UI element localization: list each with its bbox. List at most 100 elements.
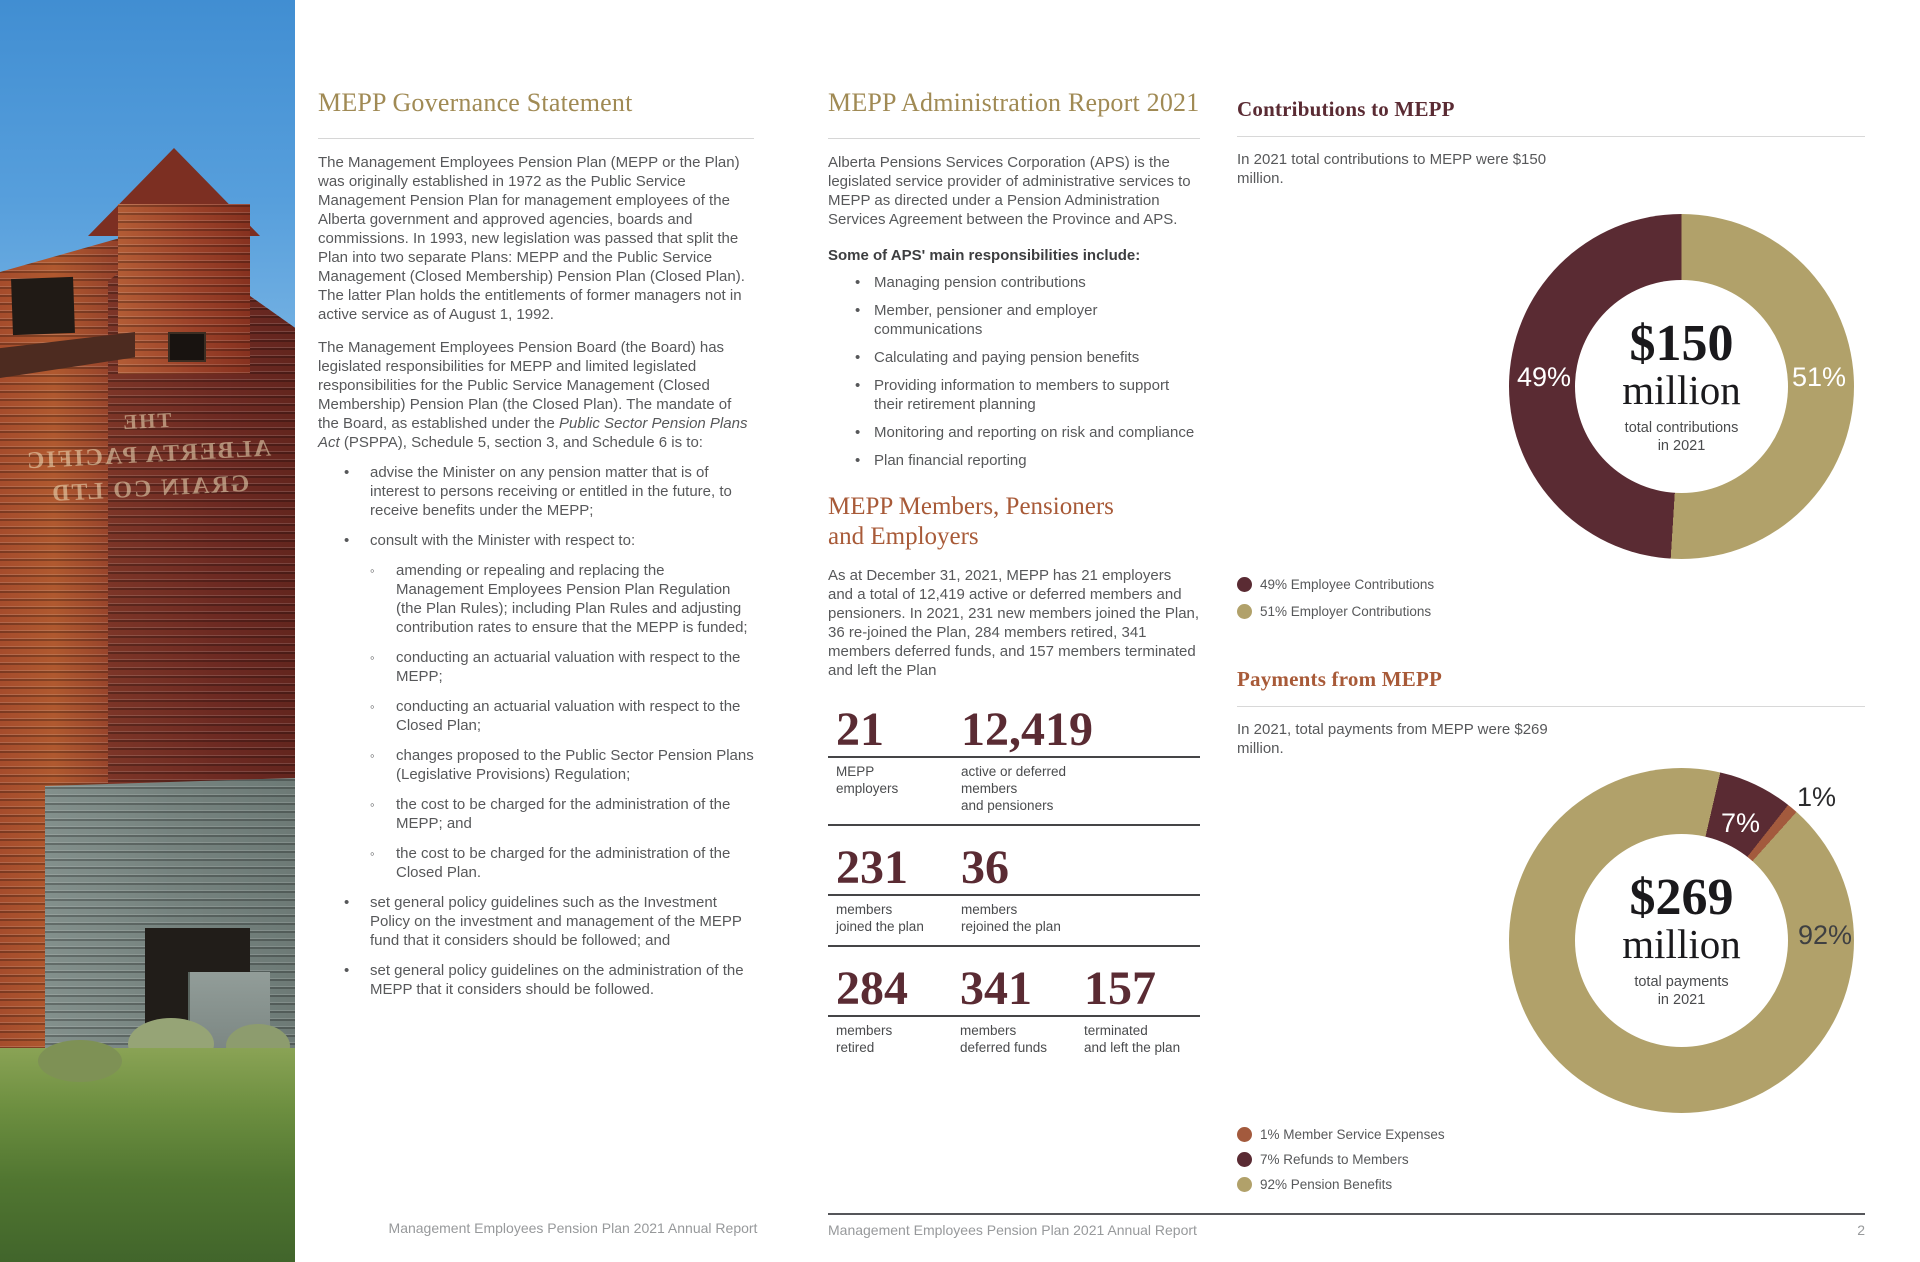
bullet-text: the cost to be charged for the administr… xyxy=(396,796,731,832)
circle-bullet-icon: ◦ xyxy=(370,563,375,578)
bullet-icon: • xyxy=(855,302,861,319)
aps-responsibilities-subheading: Some of APS' main responsibilities inclu… xyxy=(828,247,1141,264)
aps-bullet: • Member, pensioner and employer communic… xyxy=(828,301,1200,339)
refunds-to-members-swatch xyxy=(1237,1152,1252,1167)
stat-value: 341 xyxy=(960,962,1032,1015)
governance-bullet: • set general policy guidelines on the ad… xyxy=(318,961,754,999)
bullet-icon: • xyxy=(344,894,350,911)
legend-item: 51% Employer Contributions xyxy=(1237,598,1865,625)
stat-value: 21 xyxy=(836,703,884,756)
legend-label: 49% Employee Contributions xyxy=(1260,577,1435,592)
bullet-text: Managing pension contributions xyxy=(874,274,1086,291)
stat-label: members joined the plan xyxy=(836,902,924,934)
aps-bullet: • Calculating and paying pension benefits xyxy=(828,348,1200,367)
payments-intro: In 2021, total payments from MEPP were $… xyxy=(1237,721,1548,757)
bullet-text: Calculating and paying pension benefits xyxy=(874,349,1140,366)
bullet-text: conducting an actuarial valuation with r… xyxy=(396,698,741,734)
members-title-line2: and Employers xyxy=(828,523,979,550)
employee-slice-label: 49% xyxy=(1517,362,1572,392)
stat-label: members rejoined the plan xyxy=(961,902,1061,934)
grass xyxy=(0,1048,295,1262)
legend-item: 49% Employee Contributions xyxy=(1237,571,1865,598)
governance-title: MEPP Governance Statement xyxy=(318,88,754,139)
stats-row: 284 341 157 members retired members defe… xyxy=(828,963,1200,1066)
grain-elevator-photo: THE ALBERTA PACIFIC GRAIN CO LTD xyxy=(0,0,295,1262)
contributions-total-value: $150 xyxy=(1629,314,1734,372)
footer-right-text: Management Employees Pension Plan 2021 A… xyxy=(828,1222,1197,1238)
stat-value: 231 xyxy=(836,841,908,894)
bullet-text: Monitoring and reporting on risk and com… xyxy=(874,424,1195,441)
stat-label: MEPP employers xyxy=(836,764,899,796)
membership-stats: 21 12,419 MEPP employers active or defer… xyxy=(828,704,1200,1066)
stat-value: 157 xyxy=(1084,962,1156,1015)
bullet-text: Member, pensioner and employer communica… xyxy=(874,302,1098,338)
governance-bullet: • consult with the Minister with respect … xyxy=(318,531,754,550)
payments-total-value: $269 xyxy=(1629,868,1734,926)
bullet-icon: • xyxy=(855,452,861,469)
para2-text-end: (PSPPA), Schedule 5, section 3, and Sche… xyxy=(339,434,703,451)
legend-label: 7% Refunds to Members xyxy=(1260,1152,1409,1167)
bullet-icon: • xyxy=(855,377,861,394)
governance-paragraph-2: The Management Employees Pension Board (… xyxy=(318,338,754,452)
elevator-painted-lettering: THE ALBERTA PACIFIC GRAIN CO LTD xyxy=(6,397,291,514)
elevator-annex-wall xyxy=(0,238,120,1088)
contributions-total-unit: million xyxy=(1622,366,1741,413)
bullet-icon: • xyxy=(855,424,861,441)
payments-caption: total payments in 2021 xyxy=(1634,973,1729,1008)
circle-bullet-icon: ◦ xyxy=(370,846,375,861)
circle-bullet-icon: ◦ xyxy=(370,748,375,763)
governance-section: MEPP Governance Statement The Management… xyxy=(318,0,754,999)
stats-row: 231 36 members joined the plan members r… xyxy=(828,842,1200,947)
aps-bullet: • Monitoring and reporting on risk and co… xyxy=(828,423,1200,442)
governance-bullet: • advise the Minister on any pension matt… xyxy=(318,463,754,520)
stat-value: 36 xyxy=(961,841,1009,894)
administration-paragraph: Alberta Pensions Services Corporation (A… xyxy=(828,154,1191,228)
governance-sub-bullet: ◦ the cost to be charged for the administ… xyxy=(318,795,754,833)
footer-left-text: Management Employees Pension Plan 2021 A… xyxy=(388,1220,758,1236)
aps-bullet: • Managing pension contributions xyxy=(828,273,1200,292)
employer-contributions-swatch xyxy=(1237,604,1252,619)
bullet-text: set general policy guidelines on the adm… xyxy=(370,962,744,998)
governance-sub-bullet: ◦ amending or repealing and replacing the… xyxy=(318,561,754,637)
contributions-intro: In 2021 total contributions to MEPP were… xyxy=(1237,151,1547,187)
act-name-italic: Public Sector Pension Plans Act xyxy=(318,415,748,451)
pension-benefits-swatch xyxy=(1237,1177,1252,1192)
divider xyxy=(828,945,1200,947)
member-service-expenses-swatch xyxy=(1237,1127,1252,1142)
bullet-icon: • xyxy=(855,349,861,366)
divider xyxy=(828,894,1200,896)
employer-slice-label: 51% xyxy=(1791,362,1846,392)
employee-contributions-swatch xyxy=(1237,577,1252,592)
bullet-icon: • xyxy=(344,532,350,549)
contributions-donut-center: $150 million total contributions in 2021 xyxy=(1575,280,1788,493)
governance-sub-bullet: ◦ conducting an actuarial valuation with … xyxy=(318,697,754,735)
legend-item: 92% Pension Benefits xyxy=(1237,1172,1865,1197)
governance-sub-bullet: ◦ changes proposed to the Public Sector P… xyxy=(318,746,754,784)
para2-text: The Management Employees Pension Board (… xyxy=(318,339,732,432)
members-title-line1: MEPP Members, Pensioners xyxy=(828,493,1114,520)
bullet-text: Providing information to members to supp… xyxy=(874,377,1170,413)
contributions-legend: 49% Employee Contributions 51% Employer … xyxy=(1237,571,1865,625)
stat-label: active or deferred members and pensioner… xyxy=(961,764,1067,813)
page-footer: Management Employees Pension Plan 2021 A… xyxy=(828,1213,1865,1238)
stat-value: 284 xyxy=(836,962,908,1015)
charts-section: Contributions to MEPP In 2021 total cont… xyxy=(1237,0,1865,1197)
governance-sub-bullet: ◦ the cost to be charged for the administ… xyxy=(318,844,754,882)
payments-title: Payments from MEPP xyxy=(1237,667,1865,707)
bullet-text: the cost to be charged for the administr… xyxy=(396,845,731,881)
divider xyxy=(828,1015,1200,1017)
aps-bullet: • Providing information to members to sup… xyxy=(828,376,1200,414)
bullet-text: Plan financial reporting xyxy=(874,452,1027,469)
legend-item: 7% Refunds to Members xyxy=(1237,1147,1865,1172)
bullet-icon: • xyxy=(344,464,350,481)
members-paragraph: As at December 31, 2021, MEPP has 21 emp… xyxy=(828,567,1200,679)
bullet-text: amending or repealing and replacing the … xyxy=(396,562,748,636)
service-expenses-slice-label: 1% xyxy=(1797,782,1837,812)
stats-row: 21 12,419 MEPP employers active or defer… xyxy=(828,704,1200,826)
stat-label: members deferred funds xyxy=(960,1023,1048,1055)
elevator-cupola xyxy=(118,204,250,374)
sage-bush xyxy=(38,1040,122,1082)
elevator-window xyxy=(11,276,75,336)
refunds-slice-label: 7% xyxy=(1721,808,1761,838)
contributions-donut-chart: 49% 51% $150 million total contributions… xyxy=(1509,214,1854,559)
